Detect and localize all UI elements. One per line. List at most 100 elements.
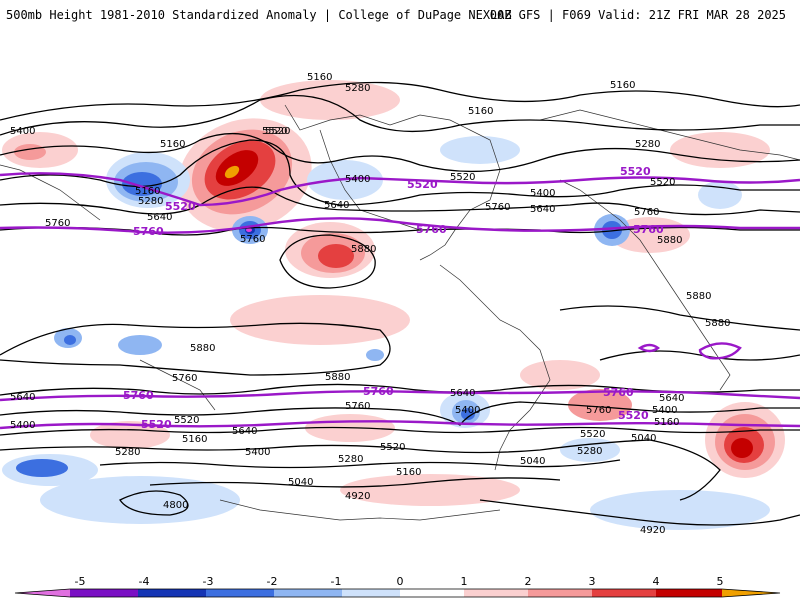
contour-label: 5640: [530, 204, 555, 215]
colorbar-outline: [14, 588, 781, 598]
highlight-label: 5760: [633, 223, 664, 236]
coast-africa: [559, 179, 731, 391]
colorbar-swatch-zero: [400, 589, 464, 597]
anomaly-positive-antarctic: [340, 474, 520, 506]
contour-label: 5040: [288, 477, 313, 488]
anomaly-positive-s-pacific: [90, 421, 170, 449]
contour-label: 5400: [530, 188, 555, 199]
anomaly-positive-tropical: [230, 295, 410, 345]
contour-label: 5880: [686, 291, 711, 302]
highlight-label: 5520: [618, 409, 649, 422]
colorbar-tick: -3: [203, 575, 214, 588]
contour-5280-north: [0, 94, 800, 136]
contour-label: 5280: [577, 446, 602, 457]
colorbar-ticks: -5 -4 -3 -2 -1 0 1 2 3 4 5: [75, 575, 724, 588]
contour-label: 5640: [324, 200, 349, 211]
contour-5160-north: [0, 81, 800, 121]
colorbar-tick: -1: [331, 575, 342, 588]
anomaly-colorbar: -5 -4 -3 -2 -1 0 1 2 3 4 5: [14, 575, 781, 598]
highlight-5520-south: [0, 420, 800, 430]
anomaly-negative-w-pacific: [118, 335, 162, 355]
contour-label: 4920: [345, 491, 370, 502]
anomaly-positive-s-atlantic-2: [568, 389, 632, 421]
contour-5640-south: [0, 401, 800, 426]
contour-label: 5640: [10, 392, 35, 403]
contour-5400-north: [0, 132, 800, 173]
contour-5880-africa: [559, 305, 800, 331]
contour-label: 5640: [147, 212, 172, 223]
anomaly-negative-n-africa-2: [602, 221, 622, 239]
anomaly-positive-subtropic-3: [318, 244, 354, 268]
contour-label: 5160: [468, 106, 493, 117]
contour-label: 5280: [345, 83, 370, 94]
colorbar-tick: -5: [75, 575, 86, 588]
highlight-5520-north: [0, 172, 800, 207]
map-background: [0, 30, 800, 560]
anomaly-map: 5160 5280 5160 5160 5400 5160 5280 5640 …: [0, 30, 800, 560]
coast-east-asia: [0, 164, 101, 221]
anomaly-positive-europe-2: [14, 144, 46, 160]
highlight-contours: [0, 172, 800, 430]
coast-antarctica: [219, 499, 501, 521]
highlight-label: 5520: [620, 165, 651, 178]
contour-label: 5520: [580, 429, 605, 440]
highlight-label: 5520: [165, 200, 196, 213]
contour-label: 5640: [450, 388, 475, 399]
contour-label: 5760: [485, 202, 510, 213]
contour-label: 5640: [232, 426, 257, 437]
colorbar-swatch-n4: [138, 589, 206, 597]
colorbar-tick: 4: [653, 575, 660, 588]
contour-label: 5400: [245, 447, 270, 458]
colorbar-tick: 1: [461, 575, 468, 588]
contour-5640-north: [0, 186, 800, 216]
map-title: 500mb Height 1981-2010 Standardized Anom…: [6, 8, 512, 22]
contour-label: 5880: [351, 244, 376, 255]
coast-eurasia: [539, 109, 800, 161]
contour-label: 5160: [396, 467, 421, 478]
highlight-5760-south: [0, 390, 800, 402]
contour-label: 5760: [240, 234, 265, 245]
contour-label: 5520: [650, 177, 675, 188]
contour-label: 5160: [654, 417, 679, 428]
contour-5160-south: [0, 439, 721, 501]
colorbar-swatches: [14, 588, 781, 598]
run-info: 00Z GFS | F069 Valid: 21Z FRI MAR 28 202…: [489, 8, 786, 22]
contour-label: 5160: [610, 80, 635, 91]
highlight-label: 5760: [133, 225, 164, 238]
contour-label: 5880: [657, 235, 682, 246]
highlight-label: 5760: [363, 385, 394, 398]
colorbar-swatch-p1: [464, 589, 528, 597]
highlight-label-group: 5520 5760 5520 5760 5520 5760 5760 5520 …: [123, 165, 664, 431]
contour-5880-subtropic: [279, 234, 376, 289]
contour-label: 5160: [307, 72, 332, 83]
contour-5880-southern: [599, 350, 800, 361]
anomaly-negative-greenland: [440, 136, 520, 164]
colorbar-tick: 2: [525, 575, 532, 588]
anomaly-positive-s-atlantic: [520, 360, 600, 390]
contour-label: 5400: [345, 174, 370, 185]
contour-label: 5520: [450, 172, 475, 183]
contour-5040-south: [99, 459, 621, 469]
coast-south-america: [439, 264, 551, 471]
colorbar-tick: -2: [267, 575, 278, 588]
contour-label: 5760: [634, 207, 659, 218]
contour-label: 5520: [380, 442, 405, 453]
contour-label: 5520: [174, 415, 199, 426]
contour-label: 5520: [262, 126, 287, 137]
contour-label: 5400: [10, 420, 35, 431]
anomaly-negative-s-ocean-2: [16, 459, 68, 477]
anomaly-positive-pacific-5: [224, 165, 240, 179]
contour-label: 5160: [182, 434, 207, 445]
contour-label: 5760: [586, 405, 611, 416]
colorbar-swatch-p4: [656, 589, 722, 597]
highlight-5880-ring-2: [698, 342, 742, 360]
anomaly-positive-asia: [670, 132, 770, 168]
colorbar-tick: 5: [717, 575, 724, 588]
contour-label: 5400: [10, 126, 35, 137]
contour-label: 5400: [652, 405, 677, 416]
contour-label: 5880: [325, 372, 350, 383]
contour-label: 5760: [345, 401, 370, 412]
contour-label: 4920: [640, 525, 665, 536]
highlight-label: 5760: [603, 386, 634, 399]
contour-label: 5760: [45, 218, 70, 229]
